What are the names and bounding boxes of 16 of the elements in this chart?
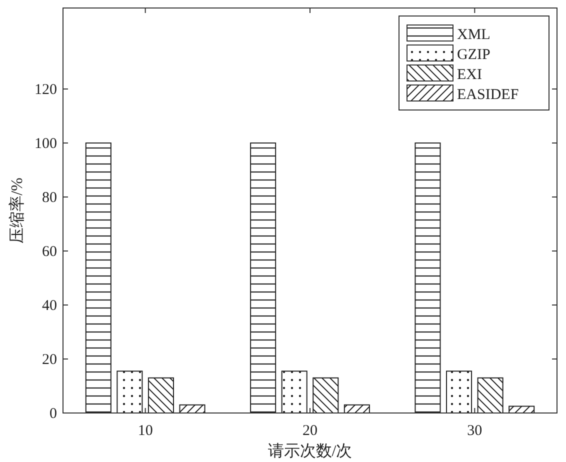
y-tick-label: 40	[42, 298, 57, 314]
x-tick-label: 10	[138, 423, 153, 439]
legend-label: EASIDEF	[457, 87, 519, 103]
legend-label: GZIP	[457, 47, 490, 63]
legend-label: XML	[457, 27, 490, 43]
x-tick-label: 30	[467, 423, 482, 439]
x-axis-title: 请示次数/次	[268, 442, 352, 460]
y-axis-title: 压缩率/%	[8, 178, 26, 244]
y-tick-label: 20	[42, 352, 57, 368]
y-tick-label: 80	[42, 190, 57, 206]
y-tick-label: 100	[34, 136, 57, 152]
y-tick-label: 60	[42, 244, 57, 260]
y-tick-label: 120	[34, 82, 57, 98]
legend-label: EXI	[457, 67, 482, 83]
x-tick-label: 20	[302, 423, 318, 439]
y-tick-label: 0	[50, 406, 57, 422]
